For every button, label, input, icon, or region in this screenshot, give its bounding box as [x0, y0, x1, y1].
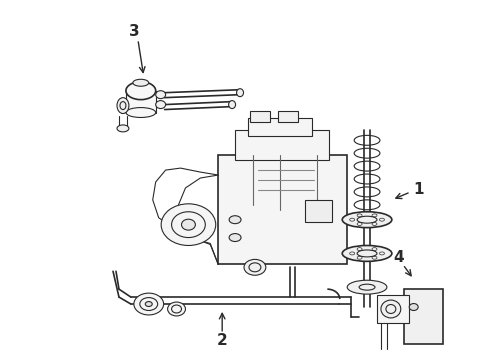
- Ellipse shape: [117, 98, 129, 113]
- Ellipse shape: [342, 246, 392, 261]
- Bar: [235, 130, 329, 160]
- Ellipse shape: [237, 89, 244, 96]
- Bar: [278, 111, 297, 122]
- Bar: [126, 91, 156, 113]
- Ellipse shape: [145, 302, 152, 306]
- Ellipse shape: [161, 204, 216, 246]
- Ellipse shape: [229, 234, 241, 242]
- Ellipse shape: [156, 100, 166, 109]
- Bar: [250, 111, 270, 122]
- Bar: [248, 118, 313, 136]
- Bar: [404, 289, 443, 344]
- Ellipse shape: [134, 293, 164, 315]
- Text: 4: 4: [393, 250, 404, 265]
- Ellipse shape: [229, 216, 241, 224]
- Text: 1: 1: [414, 183, 424, 197]
- Ellipse shape: [168, 302, 185, 316]
- Ellipse shape: [117, 125, 129, 132]
- Ellipse shape: [181, 219, 196, 230]
- Ellipse shape: [133, 79, 149, 86]
- Bar: [377, 295, 409, 323]
- Ellipse shape: [229, 100, 236, 109]
- Ellipse shape: [244, 260, 266, 275]
- Ellipse shape: [381, 300, 401, 318]
- Text: 2: 2: [217, 333, 227, 348]
- Text: 3: 3: [128, 24, 139, 39]
- Bar: [218, 155, 347, 264]
- Ellipse shape: [126, 108, 156, 117]
- Ellipse shape: [347, 280, 387, 294]
- Ellipse shape: [409, 303, 418, 310]
- Bar: [305, 200, 332, 222]
- Ellipse shape: [156, 91, 166, 99]
- Ellipse shape: [126, 82, 156, 100]
- Ellipse shape: [342, 212, 392, 228]
